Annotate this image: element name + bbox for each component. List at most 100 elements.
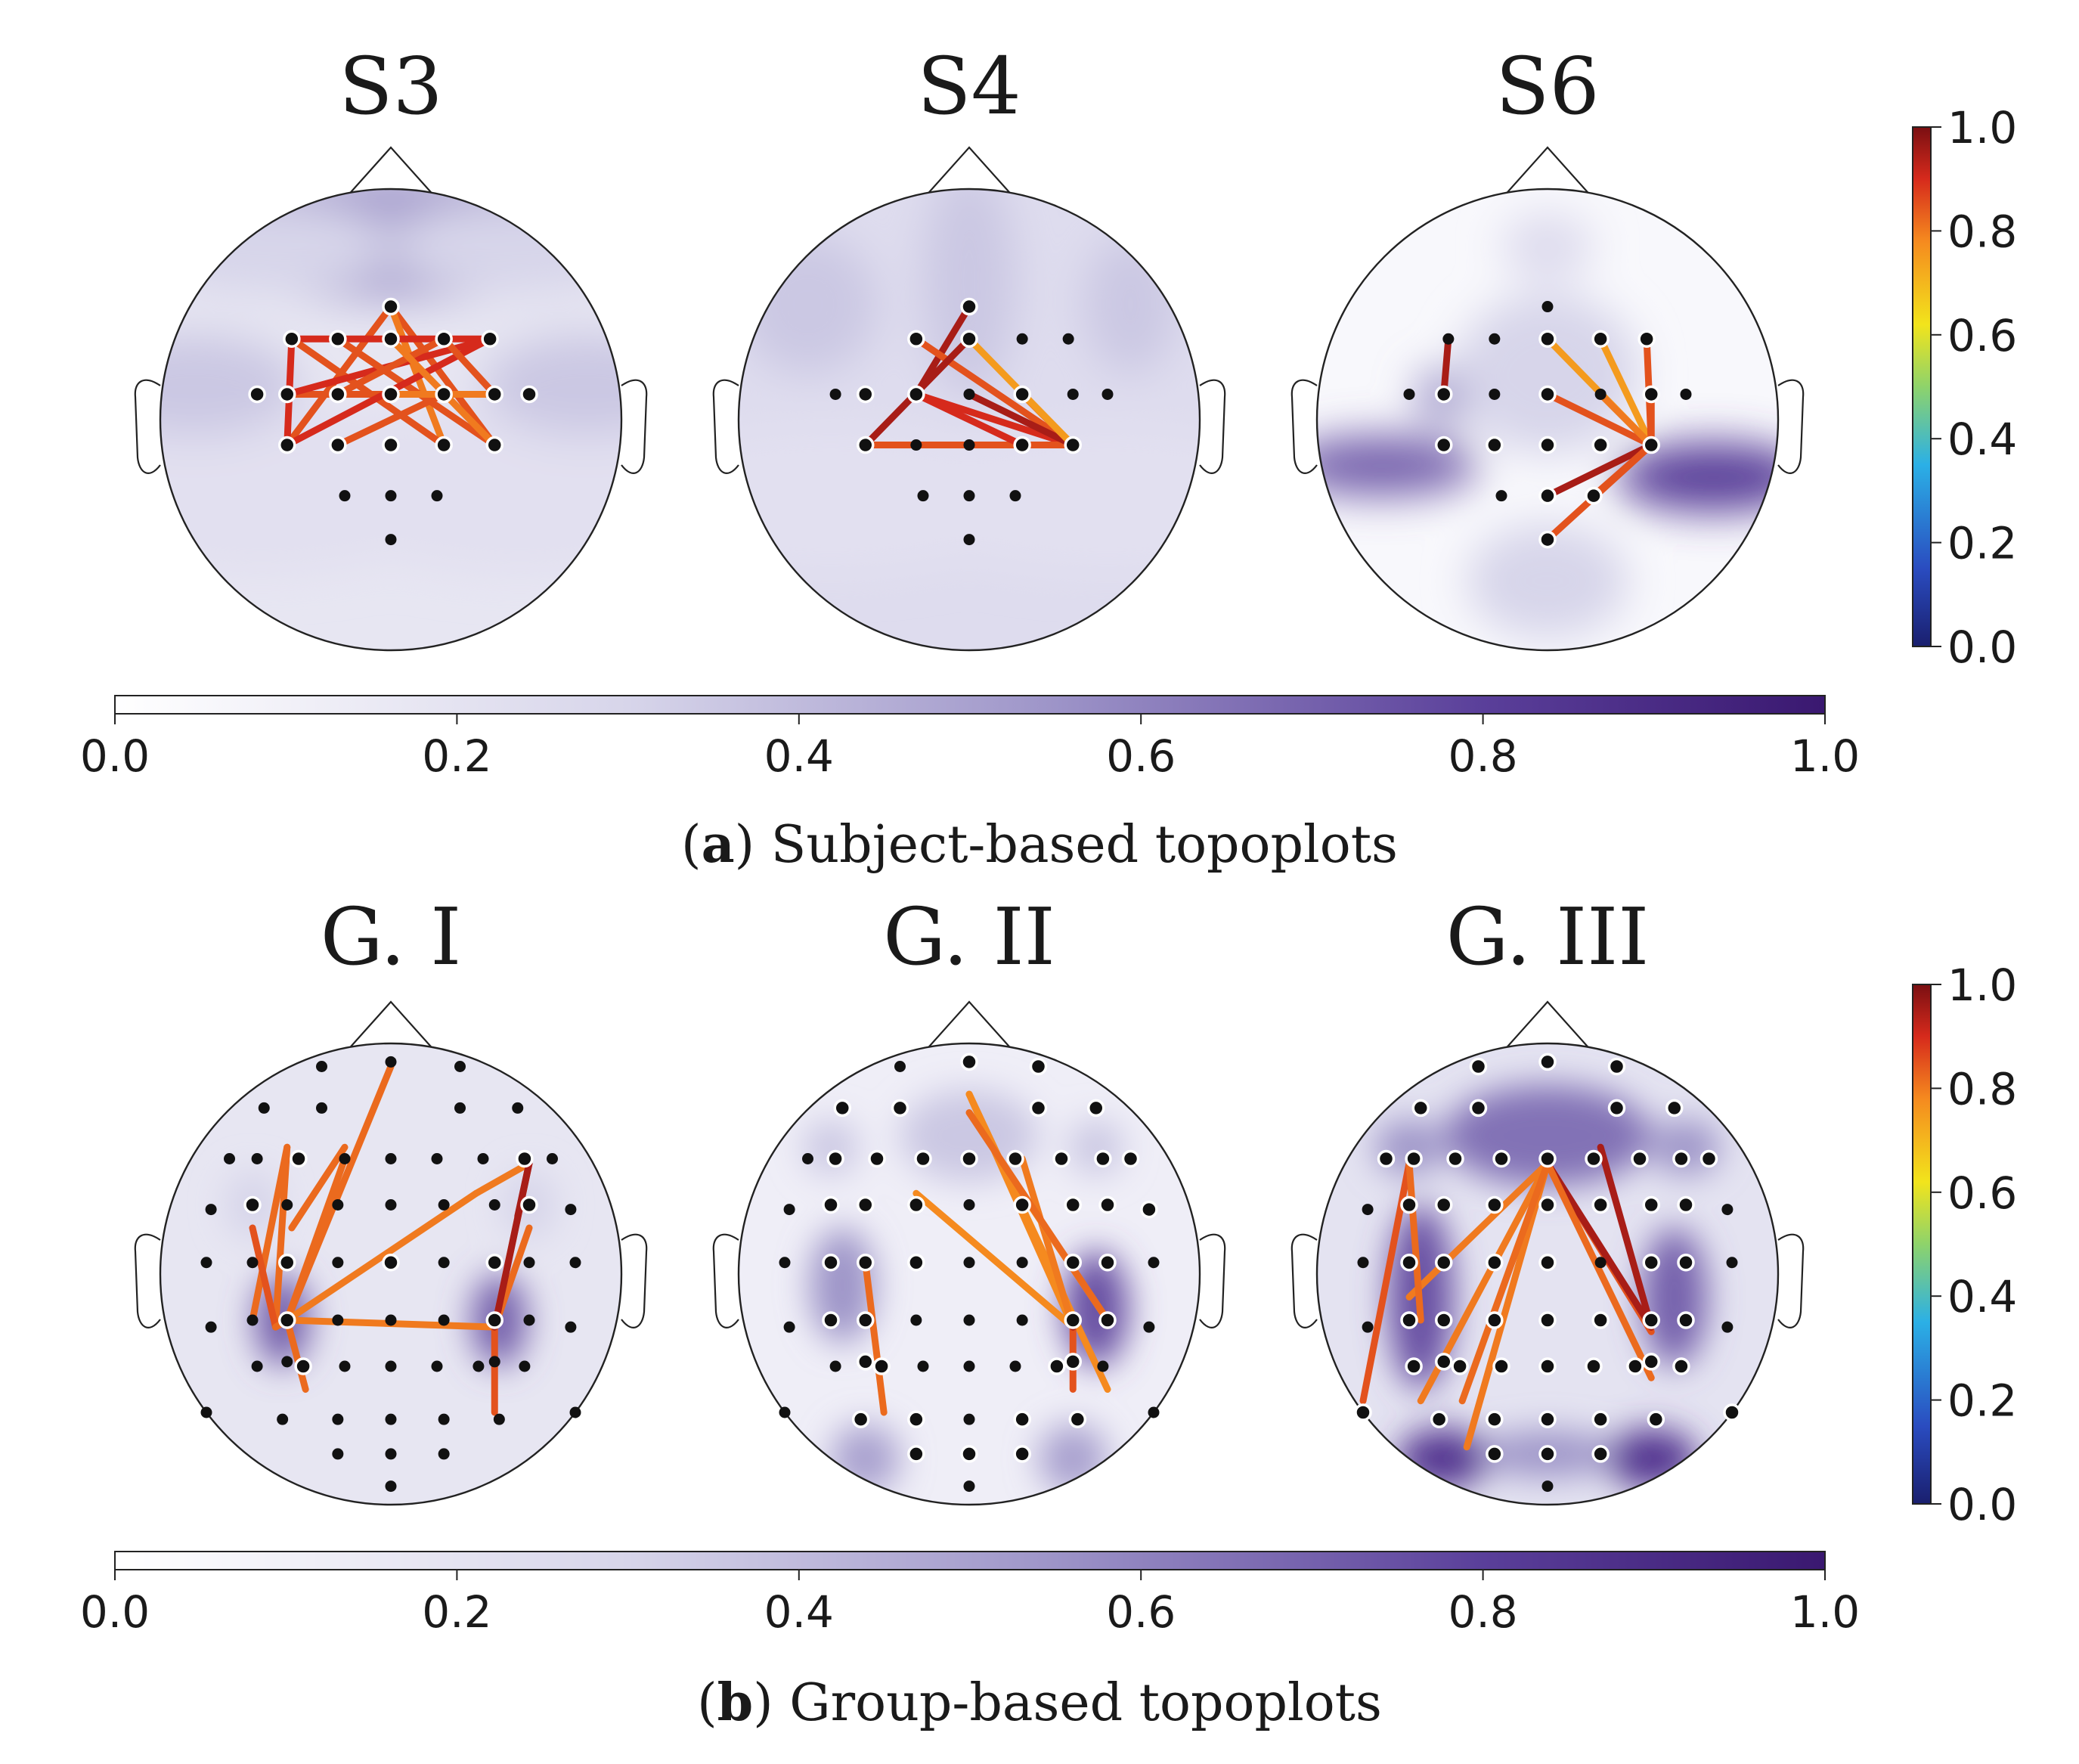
heatmap-blob — [1616, 442, 1778, 512]
electrode-highlighted — [1064, 1353, 1082, 1371]
electrode-highlighted — [1013, 1195, 1031, 1214]
connection-line — [1440, 335, 1452, 398]
topoplot-head — [1290, 146, 1805, 652]
colorbar-tick-label: 0.0 — [80, 1586, 150, 1638]
nose-outline — [923, 146, 1015, 199]
electrode-highlighted — [907, 1195, 925, 1214]
electrode-highlighted — [382, 385, 400, 404]
electrode-highlighted — [1538, 330, 1557, 348]
electrode-highlighted — [1585, 1357, 1603, 1375]
electrode-highlighted — [1677, 1311, 1695, 1329]
electrode-highlighted — [1006, 1149, 1024, 1168]
electrode-highlighted — [1538, 530, 1557, 549]
electrode — [547, 1153, 558, 1164]
electrode — [281, 1356, 293, 1368]
purple-colorbar-bar — [114, 1551, 1826, 1570]
nose-outline — [345, 146, 437, 199]
electrode-highlighted — [1121, 1149, 1140, 1168]
electrode — [569, 1257, 581, 1269]
electrode — [512, 1102, 524, 1114]
electrode-highlighted — [1405, 1357, 1423, 1375]
electrode — [1721, 1204, 1734, 1216]
electrode — [1357, 1257, 1369, 1269]
colorbar-tick-label: 0.2 — [1947, 518, 2017, 569]
electrode — [438, 1257, 450, 1269]
colorbar-tick-label: 0.2 — [422, 730, 491, 782]
electrode-highlighted — [329, 436, 347, 454]
electrode-highlighted — [1405, 1149, 1423, 1168]
topoplot-head — [1290, 1000, 1805, 1506]
right-ear-outline — [1777, 1233, 1805, 1328]
electrode — [963, 1199, 975, 1211]
heatmap-blob — [1455, 293, 1640, 454]
electrode — [565, 1321, 577, 1333]
topoplot-head — [134, 1000, 648, 1506]
caption-b: (b) Group-based topoplots — [697, 1673, 1382, 1733]
connection-line — [284, 1155, 349, 1324]
electrode-highlighted — [1064, 1254, 1082, 1272]
connection-line — [472, 1160, 533, 1197]
connection-line — [965, 1109, 1111, 1324]
electrode — [1067, 388, 1079, 400]
electrode — [779, 1257, 791, 1269]
electrode-highlighted — [278, 1311, 296, 1329]
electrode-highlighted — [1607, 1099, 1626, 1118]
caption-b-label: b — [717, 1673, 754, 1733]
colorbar-tick-label: 0.8 — [1448, 730, 1517, 782]
colorbar-tick-label: 0.4 — [764, 1586, 834, 1638]
electrode-highlighted — [1435, 1311, 1453, 1329]
connection-line — [1544, 390, 1655, 449]
electrode — [385, 490, 397, 502]
electrode-highlighted — [1098, 1311, 1117, 1329]
electrode — [205, 1204, 217, 1216]
electrode — [910, 439, 922, 451]
electrode — [332, 1257, 344, 1269]
electrode — [339, 490, 351, 502]
electrode — [332, 1199, 344, 1211]
electrode-highlighted — [1486, 1410, 1504, 1428]
purple-colorbar-a: 0.0 0.2 0.4 0.6 0.8 1.0 — [80, 695, 1860, 782]
electrode-highlighted — [1486, 436, 1504, 454]
electrode-highlighted — [382, 297, 400, 316]
colorbar-tick-label: 0.8 — [1947, 206, 2017, 257]
electrode-highlighted — [1400, 1311, 1418, 1329]
electrode — [565, 1204, 577, 1216]
electrode-highlighted — [1591, 1410, 1610, 1428]
electrode — [963, 1413, 975, 1425]
electrode — [829, 388, 841, 400]
colorbar-tick-label: 0.0 — [80, 730, 150, 782]
electrode — [1016, 1314, 1028, 1326]
right-ear-outline — [621, 379, 648, 474]
electrode-highlighted — [1140, 1200, 1158, 1219]
electrode — [963, 1314, 975, 1326]
topoplot-head — [712, 146, 1226, 652]
electrode-highlighted — [1591, 1311, 1610, 1329]
electrode-highlighted — [1642, 1195, 1660, 1214]
electrode-highlighted — [1435, 1254, 1453, 1272]
electrode-highlighted — [1677, 1195, 1695, 1214]
connection-line — [912, 390, 1026, 449]
electrode-highlighted — [1064, 436, 1082, 454]
electrode-highlighted — [485, 1311, 503, 1329]
title-g1: G. I — [321, 891, 462, 983]
electrode-highlighted — [1538, 1357, 1557, 1375]
connection-line — [1405, 1160, 1424, 1324]
electrode — [963, 439, 975, 451]
electrode-highlighted — [1029, 1057, 1048, 1076]
heatmap-blob — [1501, 212, 1594, 281]
connection-line — [272, 1143, 291, 1331]
title-s3: S3 — [339, 40, 442, 132]
electrode-highlighted — [1435, 436, 1453, 454]
colorbar-tick-label: 0.8 — [1947, 1063, 2017, 1115]
nose-outline — [1501, 146, 1594, 199]
electrode — [523, 1257, 535, 1269]
electrode — [1101, 388, 1114, 400]
electrode — [1680, 388, 1692, 400]
title-s6: S6 — [1495, 40, 1599, 132]
electrode-highlighted — [1029, 1099, 1048, 1118]
colorbar-tick-label: 0.2 — [1947, 1375, 2017, 1427]
electrode-highlighted — [1642, 1311, 1660, 1329]
electrode-highlighted — [1642, 1353, 1660, 1371]
electrode-highlighted — [485, 436, 503, 454]
electrode-highlighted — [294, 1357, 312, 1375]
